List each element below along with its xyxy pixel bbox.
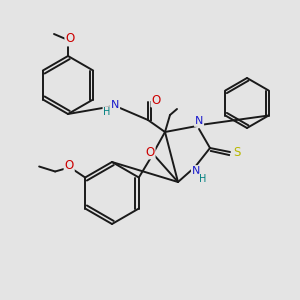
- Text: N: N: [111, 100, 119, 110]
- Text: H: H: [103, 107, 111, 117]
- Text: O: O: [64, 159, 74, 172]
- Text: O: O: [65, 32, 75, 46]
- Text: H: H: [199, 174, 207, 184]
- Text: N: N: [192, 166, 200, 176]
- Text: N: N: [195, 116, 203, 126]
- Text: O: O: [152, 94, 160, 106]
- Text: S: S: [233, 146, 241, 158]
- Text: O: O: [146, 146, 154, 158]
